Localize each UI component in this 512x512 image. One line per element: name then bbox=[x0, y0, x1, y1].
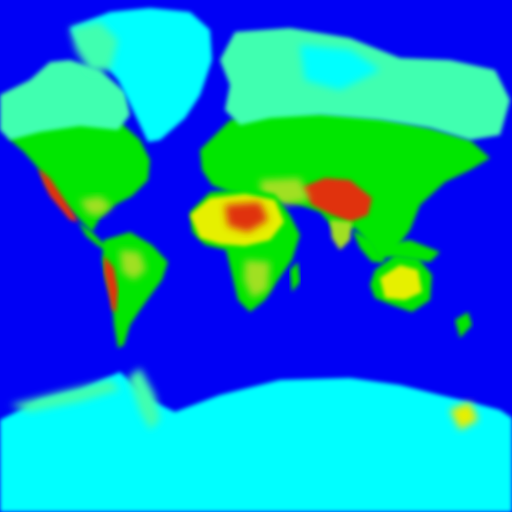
arctic-north-america bbox=[0, 60, 130, 140]
eurasia bbox=[200, 110, 490, 262]
australia bbox=[370, 255, 432, 312]
antarctica bbox=[0, 372, 512, 512]
south-america bbox=[102, 232, 168, 348]
arctic-eurasia bbox=[220, 28, 510, 140]
north-america bbox=[8, 118, 150, 252]
africa bbox=[190, 188, 300, 312]
